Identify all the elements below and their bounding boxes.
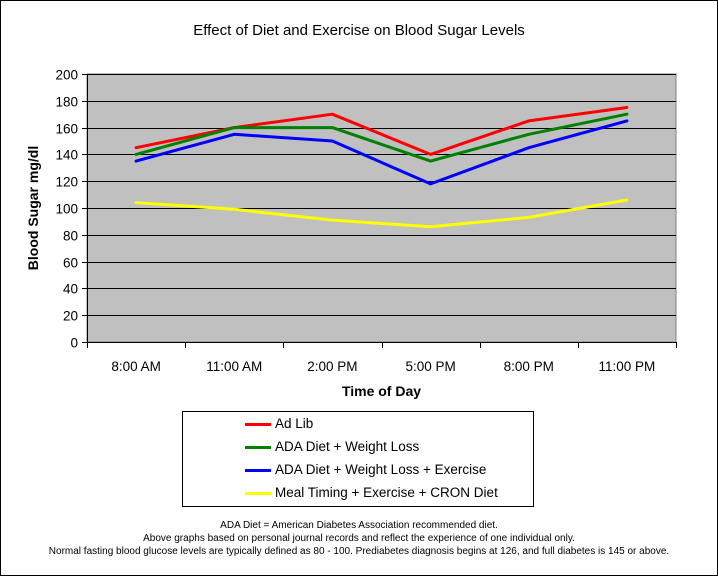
y-tick-label: 40	[63, 282, 78, 297]
legend-swatch-ada-exercise	[245, 469, 271, 472]
series-line-3	[134, 198, 629, 229]
legend-swatch-ad-lib	[245, 423, 271, 426]
legend-item: Meal Timing + Exercise + CRON Diet	[183, 483, 533, 503]
chart-title: Effect of Diet and Exercise on Blood Sug…	[193, 22, 525, 39]
series-line-2	[134, 119, 629, 186]
x-axis-title: Time of Day	[342, 383, 421, 399]
x-tick-label: 5:00 PM	[405, 359, 455, 374]
y-tick-label: 100	[55, 202, 78, 217]
footnotes: ADA Diet = American Diabetes Association…	[0, 519, 718, 558]
y-tick-label: 0	[70, 336, 78, 351]
y-tick-label: 180	[55, 95, 78, 110]
y-axis-title: Blood Sugar mg/dl	[25, 146, 41, 270]
legend-swatch-ada-diet	[245, 446, 271, 449]
footnote: ADA Diet = American Diabetes Association…	[220, 520, 498, 531]
legend: Ad Lib ADA Diet + Weight Loss ADA Diet +…	[182, 411, 534, 507]
x-tick-label: 11:00 PM	[599, 359, 656, 374]
y-tick-label: 20	[63, 309, 78, 324]
legend-item: ADA Diet + Weight Loss	[183, 437, 533, 457]
footnote: Above graphs based on personal journal r…	[143, 533, 575, 544]
legend-label: ADA Diet + Weight Loss + Exercise	[275, 462, 487, 477]
x-tick-label: 8:00 PM	[504, 359, 554, 374]
y-tick-label: 140	[55, 148, 78, 163]
legend-item: ADA Diet + Weight Loss + Exercise	[183, 460, 533, 480]
x-tick-label: 11:00 AM	[206, 359, 262, 374]
legend-label: ADA Diet + Weight Loss	[275, 439, 420, 454]
y-tick-label: 80	[63, 229, 78, 244]
footnote: Normal fasting blood glucose levels are …	[48, 546, 670, 557]
x-tick-label: 2:00 PM	[307, 359, 357, 374]
legend-label: Meal Timing + Exercise + CRON Diet	[275, 485, 498, 500]
legend-swatch-cron	[245, 492, 271, 495]
y-tick-label: 120	[55, 175, 78, 190]
y-tick-label: 200	[55, 68, 78, 83]
legend-label: Ad Lib	[275, 416, 314, 431]
y-tick-label: 160	[55, 122, 78, 137]
series-line-1	[134, 112, 629, 163]
x-tick-label: 8:00 AM	[111, 359, 161, 374]
legend-item: Ad Lib	[183, 414, 533, 434]
y-tick-label: 60	[63, 256, 78, 271]
